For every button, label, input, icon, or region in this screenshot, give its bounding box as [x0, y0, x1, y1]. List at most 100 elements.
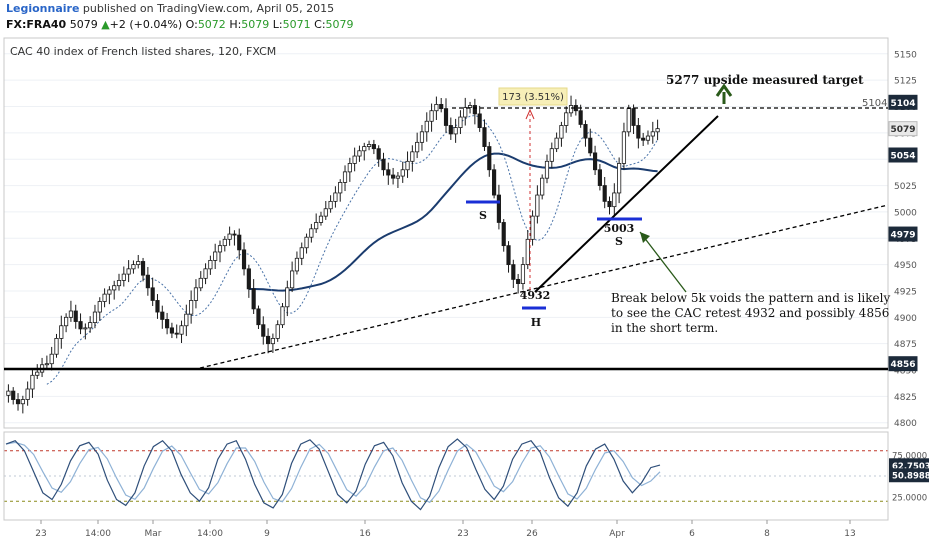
candle-body	[492, 169, 497, 196]
candle-body	[165, 319, 170, 329]
price-tag-label: 5054	[890, 152, 915, 162]
candle-body	[554, 137, 559, 150]
slow-ma-line	[248, 152, 658, 292]
candle-body	[328, 200, 333, 210]
candle-body	[395, 175, 401, 179]
last-price: 5079	[69, 18, 98, 31]
price-tag-label: 5079	[890, 125, 915, 135]
candle-body	[285, 287, 290, 308]
candle-body	[294, 257, 300, 272]
candle-body	[290, 270, 295, 289]
chart-title: CAC 40 index of French listed shares, 12…	[10, 45, 276, 58]
author-link[interactable]: Legionnaire	[6, 2, 80, 15]
target-label: 5277 upside measured target	[666, 73, 864, 87]
stoch-k-line	[5, 438, 661, 511]
symbol-label[interactable]: FX:FRA40	[6, 18, 67, 31]
candle-body	[184, 313, 189, 327]
stoch-pane-border	[3, 431, 889, 521]
slow-moving-average	[248, 152, 658, 292]
stochastic-oscillator	[5, 438, 661, 511]
price-tag	[888, 94, 918, 110]
candle-body	[222, 238, 227, 247]
stoch-tick-label: 62.7503	[892, 462, 931, 472]
ohlc-line: FX:FRA40 5079 ▲+2 (+0.04%) O:5072 H:5079…	[6, 18, 354, 31]
candle-body	[174, 332, 179, 335]
publish-line: Legionnaire published on TradingView.com…	[6, 2, 334, 15]
candle-body	[318, 215, 324, 223]
price-tick-label: 4850	[894, 367, 917, 377]
candle-body	[261, 324, 266, 337]
close-label: C:	[314, 18, 326, 31]
candle-body	[198, 277, 203, 289]
candle-body	[419, 131, 425, 143]
candle-body	[44, 363, 49, 366]
candle-body	[415, 141, 420, 153]
price-chart[interactable]: CAC 40 index of French listed shares, 12…	[0, 36, 932, 550]
candle-body	[482, 127, 487, 147]
candle-body	[424, 120, 429, 133]
stoch-tick-label: 75.0000	[892, 452, 927, 462]
head-label: H	[531, 316, 541, 329]
candle-body	[366, 144, 372, 147]
candle-body	[362, 146, 367, 152]
price-tag	[888, 121, 918, 137]
time-tick-label: 9	[264, 529, 270, 539]
candle-body	[477, 113, 482, 128]
time-tick-label: 14:00	[85, 529, 111, 539]
candle-body	[131, 264, 136, 270]
low-value: 5071	[282, 18, 311, 31]
price-tick-label: 4925	[894, 287, 917, 297]
candle-body	[448, 125, 453, 135]
candle-body	[592, 152, 598, 171]
candle-body	[520, 264, 526, 284]
candle-body	[49, 353, 54, 365]
candle-body	[617, 163, 622, 194]
candle-body	[121, 273, 126, 281]
candle-body	[179, 325, 184, 335]
note-line-3: in the short term.	[611, 321, 718, 335]
candle-body	[333, 192, 338, 202]
candle-body	[59, 325, 64, 339]
price-tag-label: 4856	[890, 360, 915, 370]
candle-body	[169, 327, 174, 334]
candle-body	[155, 300, 160, 313]
candle-body	[256, 308, 261, 326]
dashed-trendline[interactable]	[199, 204, 889, 369]
candle-body	[246, 268, 251, 290]
candle-body	[232, 233, 237, 236]
level-5104-label: 5104	[862, 98, 887, 109]
candle-body	[540, 177, 545, 196]
candle-body	[237, 234, 242, 251]
up-arrow-icon: ▲	[101, 18, 110, 31]
time-tick-label: 8	[764, 529, 770, 539]
candle-body	[347, 163, 352, 173]
candle-body	[92, 311, 98, 323]
candle-body	[241, 249, 247, 270]
candle-body	[568, 105, 574, 114]
candle-body	[15, 399, 21, 405]
candle-body	[64, 316, 69, 327]
time-axis[interactable]: 23 14:00 Mar 14:00 9 16 23 26 Apr 6 8 13	[35, 520, 856, 539]
ascending-trendline[interactable]	[534, 115, 719, 293]
candle-body	[511, 264, 516, 280]
candle-body	[193, 287, 199, 301]
candle-body	[352, 155, 357, 164]
candle-body	[107, 289, 112, 295]
candle-body	[439, 104, 444, 110]
note-line-2: to see the CAC retest 4932 and possibly …	[611, 306, 889, 320]
note-line-1: Break below 5k voids the pattern and is …	[611, 291, 890, 305]
price-axis[interactable]: 4800482548504875490049254950497550005025…	[888, 50, 918, 429]
candle-body	[150, 287, 155, 301]
time-tick-label: Apr	[609, 529, 625, 539]
low-label: L:	[272, 18, 283, 31]
price-tick-label: 4825	[894, 393, 917, 403]
candle-body	[641, 137, 646, 141]
candle-body	[467, 105, 473, 108]
left-shoulder-label: S	[479, 209, 487, 222]
candle-body	[530, 215, 535, 240]
candle-body	[602, 185, 607, 202]
candle-body	[636, 125, 641, 139]
high-value: 5079	[241, 18, 270, 31]
measure-arrow-icon	[525, 108, 535, 120]
